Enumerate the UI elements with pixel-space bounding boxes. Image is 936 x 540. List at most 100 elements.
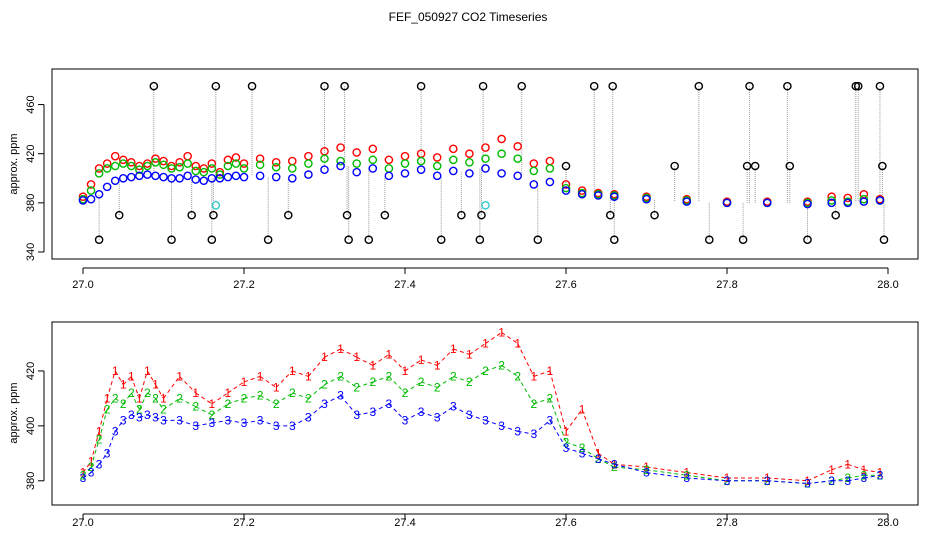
series-2-segment [179, 397, 196, 408]
blue-point [432, 171, 442, 181]
series-2-segment [275, 392, 293, 405]
red-point [827, 192, 836, 202]
series-2-segment [517, 376, 535, 405]
red-point [239, 159, 249, 168]
series-3-segment [453, 406, 470, 416]
red-point [127, 158, 136, 167]
series-2-marker: 2 [128, 386, 135, 400]
series-1-marker: 1 [208, 397, 215, 411]
series-3-segment [404, 411, 422, 421]
green-point [529, 166, 539, 176]
series-3-marker: 3 [128, 408, 135, 422]
top-y-tick-label: 460 [25, 95, 37, 113]
blue-point [762, 198, 772, 208]
black-point [610, 235, 619, 245]
red-point [513, 142, 523, 151]
series-2-marker: 2 [160, 402, 167, 416]
series-1-marker: 1 [241, 375, 248, 389]
series-2-segment [356, 381, 373, 388]
series-1-marker: 1 [273, 380, 280, 394]
series-1-segment [404, 359, 422, 372]
series-3-segment [485, 419, 502, 427]
black-point [608, 81, 617, 91]
blue-point [610, 192, 619, 202]
series-2-marker: 2 [257, 389, 264, 403]
black-point [853, 81, 863, 91]
bottom-y-axis-label: approx. ppm [8, 382, 20, 443]
series-1-segment [565, 409, 583, 432]
series-2-marker: 2 [386, 369, 393, 383]
series-2-marker: 2 [104, 402, 111, 416]
series-1-segment [243, 375, 261, 383]
series-3-marker: 3 [450, 400, 457, 414]
blue-point [127, 172, 136, 182]
green-point [271, 162, 281, 172]
green-point [175, 162, 184, 172]
black-point [342, 210, 352, 220]
series-1-segment [106, 370, 116, 399]
series-3-marker: 3 [273, 419, 280, 433]
green-point [207, 164, 217, 173]
series-1-marker: 1 [369, 358, 376, 372]
green-point [86, 186, 96, 195]
series-1-segment [453, 348, 470, 355]
blue-point [368, 164, 378, 173]
series-2-segment [388, 376, 406, 394]
red-point [86, 180, 96, 189]
top-y-tick-label: 340 [25, 243, 37, 261]
black-point [209, 210, 218, 220]
series-3-marker: 3 [724, 474, 731, 488]
blue-point [481, 164, 490, 173]
series-1-segment [259, 376, 277, 388]
series-3-segment [243, 419, 261, 424]
series-1-marker: 1 [386, 347, 393, 361]
cyan-point [481, 201, 490, 210]
green-point [336, 156, 345, 166]
series-1-marker: 1 [136, 391, 143, 405]
red-point [191, 161, 200, 171]
series-3-marker: 3 [96, 457, 103, 471]
green-point [143, 161, 152, 171]
series-3-segment [139, 414, 148, 419]
series-3-marker: 3 [176, 413, 183, 427]
black-point [114, 210, 124, 220]
series-2-segment [227, 397, 245, 405]
series-1-marker: 1 [152, 378, 159, 392]
series-1-segment [847, 463, 865, 471]
series-1-marker: 1 [289, 364, 296, 378]
series-2-segment [686, 474, 728, 482]
red-point [151, 154, 160, 163]
black-point [340, 81, 349, 91]
series-1-marker: 1 [844, 457, 851, 471]
blue-point [465, 169, 474, 178]
series-2-marker: 2 [498, 358, 505, 372]
series-3-segment [420, 411, 438, 419]
series-2-marker: 2 [514, 369, 521, 383]
green-point [102, 164, 112, 173]
series-3-marker: 3 [337, 389, 344, 403]
blue-point [859, 197, 869, 206]
series-3-segment [356, 411, 373, 416]
green-point [561, 183, 571, 193]
green-point [432, 161, 442, 171]
series-1-marker: 1 [80, 466, 87, 480]
black-point [477, 210, 486, 220]
series-1-segment [130, 376, 140, 399]
series-3-marker: 3 [208, 416, 215, 430]
black-point [803, 235, 812, 245]
series-1-segment [179, 376, 197, 394]
series-2-segment [847, 474, 864, 479]
series-2-segment [549, 398, 567, 443]
red-point [110, 151, 120, 161]
green-point [497, 149, 506, 159]
green-point [352, 159, 362, 168]
black-point [879, 235, 889, 245]
series-1-segment [227, 381, 245, 394]
blue-point [94, 189, 104, 199]
black-point [344, 235, 353, 245]
blue-point [400, 169, 410, 178]
series-3-marker: 3 [321, 397, 328, 411]
bottom-x-tick-label: 27.8 [716, 517, 737, 529]
blue-point [143, 170, 152, 179]
series-3-marker: 3 [241, 416, 248, 430]
